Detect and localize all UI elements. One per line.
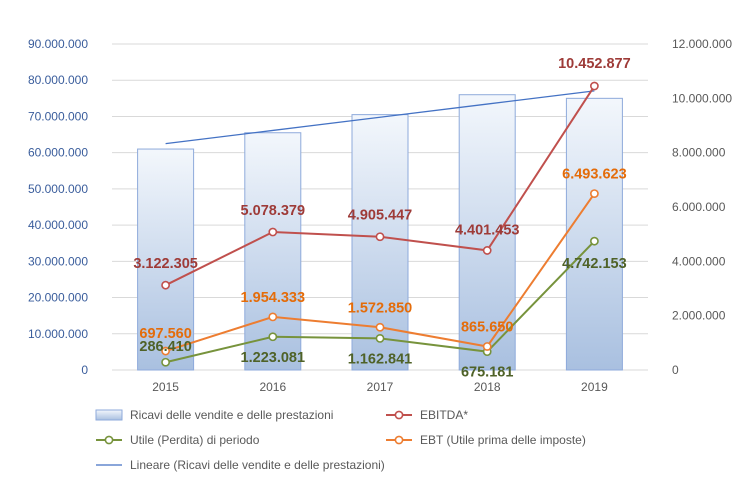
point-utile-2015	[161, 357, 170, 367]
legend-swatch-marker	[104, 435, 114, 445]
data-label-ebt-2016: 1.954.333	[241, 290, 306, 306]
legend-label: Ricavi delle vendite e delle prestazioni	[130, 408, 333, 422]
y-right-tick-label: 12.000.000	[672, 37, 732, 51]
legend-swatch-bar	[95, 409, 123, 421]
bar-ricavi-2016	[244, 132, 302, 371]
data-label-ebt-2017: 1.572.850	[348, 300, 413, 316]
data-label-utile-2015: 286.410	[139, 339, 191, 355]
y-right-tick-label: 0	[672, 363, 679, 377]
data-label-ebt-2018: 865.650	[461, 319, 513, 335]
data-label-ebt-2015: 697.560	[139, 326, 191, 342]
data-label-utile-2019: 4.742.153	[562, 256, 627, 272]
trendline-ricavi	[165, 90, 595, 145]
x-tick-label: 2019	[581, 380, 608, 394]
point-ebitda-2019	[590, 81, 599, 91]
point-ebitda-2015	[161, 280, 170, 290]
data-label-ebitda-2017: 4.905.447	[348, 208, 413, 224]
y-left-tick-label: 0	[81, 363, 88, 377]
y-left-tick-label: 30.000.000	[28, 254, 88, 268]
data-label-utile-2018: 675.181	[461, 365, 513, 381]
axis-ticks: 0 10.000.000 20.000.000 30.000.000 40.000.00…	[28, 37, 732, 394]
y-right-tick-label: 6.000.000	[672, 200, 726, 214]
x-tick-label: 2016	[259, 380, 286, 394]
point-ebt-2017	[375, 322, 385, 332]
legend-label: EBT (Utile prima delle imposte)	[420, 433, 586, 447]
y-left-tick-label: 10.000.000	[28, 327, 88, 341]
y-left-tick-label: 70.000.000	[28, 109, 88, 123]
x-tick-label: 2015	[152, 380, 179, 394]
data-label-utile-2016: 1.223.081	[241, 350, 306, 366]
point-utile-2016	[268, 332, 278, 342]
legend-label: Lineare (Ricavi delle vendite e delle pr…	[130, 458, 385, 472]
y-left-tick-label: 90.000.000	[28, 37, 88, 51]
y-left-tick-label: 20.000.000	[28, 291, 88, 305]
y-left-tick-label: 40.000.000	[28, 218, 88, 232]
point-ebt-2016	[268, 312, 278, 322]
point-ebitda-2018	[482, 246, 492, 255]
data-label-ebt-2019: 6.493.623	[562, 167, 627, 183]
point-ebt-2018	[482, 342, 492, 351]
x-tick-label: 2018	[474, 380, 501, 394]
y-right-tick-label: 8.000.000	[672, 146, 726, 160]
bar-ricavi-2015	[137, 148, 195, 371]
point-ebt-2019	[590, 189, 599, 198]
y-left-tick-label: 80.000.000	[28, 73, 88, 87]
bar-ricavi-2018	[458, 94, 516, 371]
y-left-tick-label: 60.000.000	[28, 146, 88, 160]
y-right-tick-label: 4.000.000	[672, 254, 726, 268]
bar-series	[137, 94, 623, 371]
point-ebitda-2017	[375, 232, 385, 242]
x-tick-label: 2017	[367, 380, 394, 394]
legend-label: Utile (Perdita) di periodo	[130, 433, 260, 447]
point-utile-2019	[590, 236, 599, 246]
data-label-ebitda-2015: 3.122.305	[133, 256, 198, 272]
legend-swatch-marker	[394, 410, 404, 420]
data-label-ebitda-2018: 4.401.453	[455, 222, 520, 238]
line-series	[161, 81, 599, 367]
data-label-ebitda-2019: 10.452.877	[558, 56, 631, 72]
y-right-tick-label: 10.000.000	[672, 91, 732, 105]
data-label-utile-2017: 1.162.841	[348, 351, 413, 367]
point-ebt-2015	[161, 346, 170, 356]
data-label-ebitda-2016: 5.078.379	[241, 203, 306, 219]
y-right-tick-label: 2.000.000	[672, 309, 726, 323]
legend-label: EBITDA*	[420, 408, 468, 422]
point-utile-2017	[375, 334, 385, 343]
legend: Ricavi delle vendite e delle prestazioni…	[95, 408, 586, 472]
point-ebitda-2016	[268, 227, 278, 237]
bar-ricavi-2019	[565, 97, 623, 371]
data-labels: 3.122.305 5.078.379 4.905.447 4.401.453 10.4…	[133, 56, 630, 381]
y-left-tick-label: 50.000.000	[28, 182, 88, 196]
legend-swatch-marker	[394, 435, 404, 445]
